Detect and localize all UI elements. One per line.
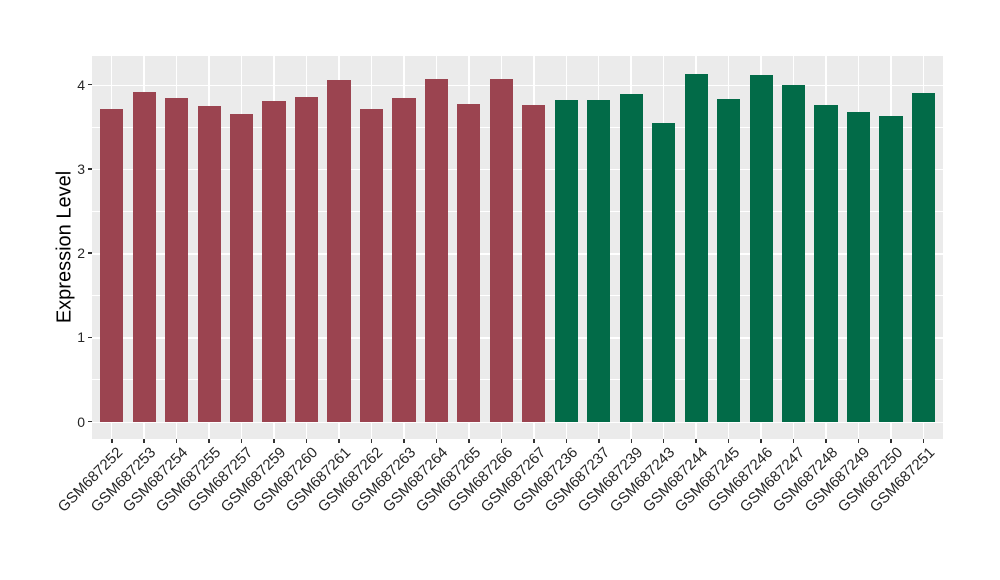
y-tick: [87, 168, 92, 170]
bar: [814, 104, 838, 422]
x-tick: [208, 438, 210, 443]
x-tick: [111, 438, 113, 443]
bar: [294, 97, 319, 422]
x-tick: [792, 438, 795, 443]
gridline-minor-h: [92, 210, 943, 212]
bar: [554, 99, 578, 422]
gridline-major-h: [92, 421, 943, 424]
bar: [846, 112, 871, 422]
x-tick: [240, 438, 243, 443]
x-tick: [338, 438, 340, 443]
y-tick: [87, 83, 92, 86]
bar: [489, 79, 513, 422]
bar: [619, 93, 643, 422]
x-tick: [565, 438, 567, 443]
gridline-major-h: [92, 253, 943, 255]
bar: [717, 98, 741, 422]
bar: [879, 115, 903, 422]
x-tick: [500, 438, 503, 443]
x-tick: [143, 438, 145, 443]
y-tick-label: 0: [77, 413, 85, 430]
y-tick-label: 2: [77, 245, 85, 261]
x-tick: [403, 438, 405, 443]
y-tick-label: 1: [77, 329, 85, 346]
x-tick: [630, 438, 632, 443]
bar: [911, 92, 936, 422]
x-tick: [468, 438, 470, 443]
x-tick: [760, 438, 762, 443]
bar: [327, 80, 351, 422]
x-tick: [435, 438, 438, 443]
y-tick-label: 3: [77, 160, 85, 177]
bar: [100, 108, 124, 422]
bar: [165, 98, 189, 422]
bar: [392, 98, 416, 422]
x-tick: [890, 438, 892, 443]
plot-panel: [92, 56, 943, 439]
y-tick: [87, 420, 92, 423]
gridline-minor-h: [92, 379, 943, 381]
bar: [197, 105, 221, 422]
bar: [587, 99, 611, 422]
gridline-minor-h: [92, 295, 943, 296]
x-tick: [825, 438, 827, 443]
bar: [457, 103, 481, 422]
bar: [684, 74, 708, 422]
y-tick-label: 4: [77, 76, 85, 93]
bar: [522, 104, 546, 422]
x-tick: [922, 438, 925, 443]
bar: [359, 108, 384, 422]
gridline-major-h: [92, 168, 943, 171]
x-tick: [857, 438, 860, 443]
y-tick: [87, 252, 92, 254]
x-tick: [662, 438, 665, 443]
x-tick: [598, 438, 600, 443]
bar: [781, 84, 806, 422]
gridline-minor-h: [92, 126, 943, 128]
bar: [132, 92, 156, 422]
x-tick: [727, 438, 730, 443]
bar: [424, 79, 449, 422]
x-tick: [273, 438, 275, 443]
x-tick: [175, 438, 178, 443]
bar: [229, 114, 254, 422]
gridline-major-h: [92, 337, 943, 339]
bar: [749, 75, 773, 422]
x-tick: [695, 438, 697, 443]
bar: [262, 101, 286, 422]
x-tick: [305, 438, 308, 443]
x-tick: [370, 438, 373, 443]
y-tick: [87, 336, 92, 338]
x-tick: [533, 438, 535, 443]
bar: [652, 123, 676, 422]
gridline-major-h: [92, 84, 943, 87]
